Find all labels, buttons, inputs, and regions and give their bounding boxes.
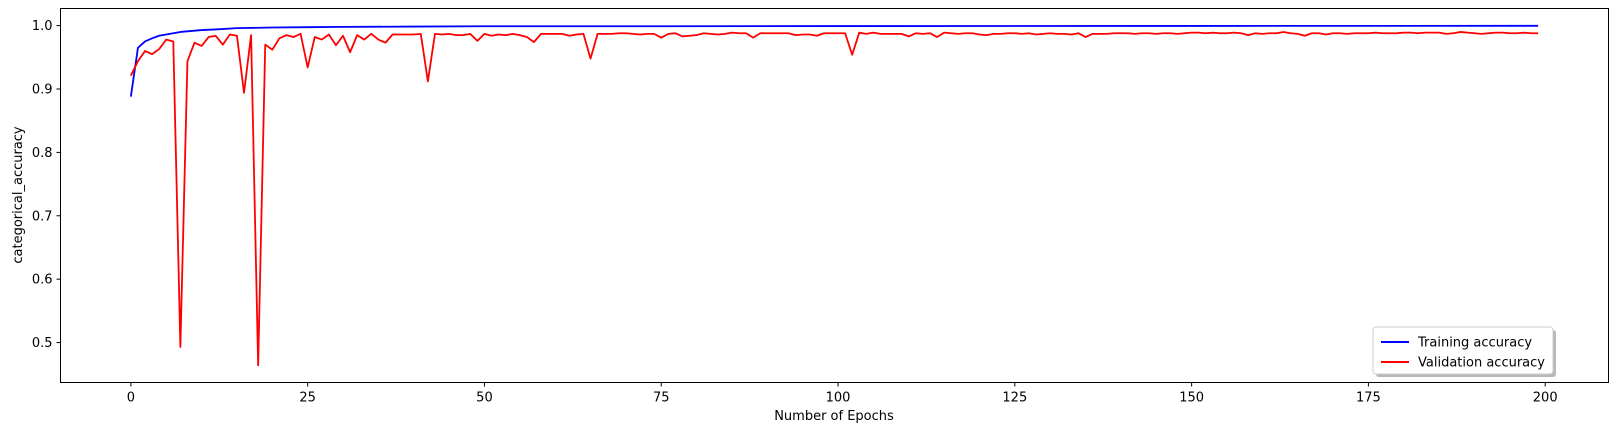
y-tick-label: 1.0: [32, 19, 53, 34]
legend-label-validation: Validation accuracy: [1418, 356, 1545, 371]
x-tick-label: 200: [1533, 391, 1558, 406]
legend: Training accuracy Validation accuracy: [1372, 326, 1556, 377]
x-tick-label: 175: [1356, 391, 1381, 406]
y-axis-title: categorical_accuracy: [11, 126, 26, 264]
y-tick-label: 0.8: [32, 146, 53, 161]
plot-lines: [129, 24, 1539, 367]
y-tick-label: 0.7: [32, 209, 53, 224]
series-line-training: [129, 24, 1539, 97]
x-tick-label: 125: [1002, 391, 1027, 406]
x-tick-label: 50: [476, 391, 493, 406]
y-tick-label: 0.9: [32, 83, 53, 98]
x-axis-title: Number of Epochs: [774, 409, 894, 424]
y-tick-label: 0.6: [32, 273, 53, 288]
x-tick-label: 150: [1179, 391, 1204, 406]
x-axis-ticks: 0 25 50 75 100 125 150 175 200: [127, 382, 1558, 406]
x-tick-label: 25: [299, 391, 316, 406]
x-tick-label: 75: [653, 391, 670, 406]
x-tick-label: 100: [826, 391, 851, 406]
legend-box: [1372, 326, 1554, 375]
x-tick-label: 0: [127, 391, 135, 406]
y-tick-label: 0.5: [32, 336, 53, 351]
series-line-validation: [130, 31, 1539, 367]
legend-label-training: Training accuracy: [1417, 336, 1532, 351]
plot-frame: [60, 8, 1609, 383]
y-axis-ticks: 0.5 0.6 0.7 0.8 0.9 1.0: [32, 19, 61, 351]
